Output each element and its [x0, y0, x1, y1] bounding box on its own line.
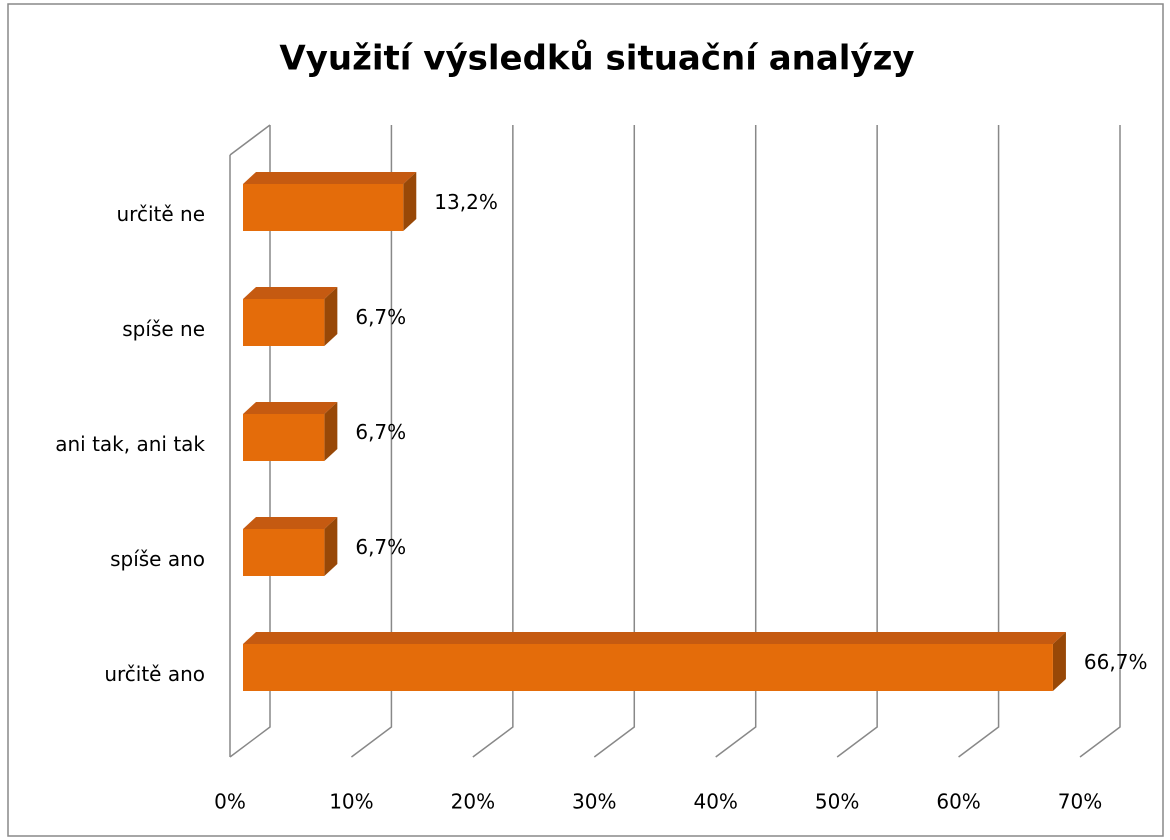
- value-label: 6,7%: [355, 420, 406, 444]
- chart-frame: [7, 3, 1164, 837]
- bar-top: [243, 402, 338, 414]
- value-label: 6,7%: [355, 535, 406, 559]
- x-tick-label: 0%: [214, 790, 246, 814]
- bar-side: [324, 517, 338, 576]
- value-label: 13,2%: [434, 190, 498, 214]
- x-tick-label: 30%: [572, 790, 616, 814]
- y-tick-label: určitě ne: [117, 202, 206, 226]
- bar-top: [243, 517, 338, 529]
- wall-edge: [229, 124, 271, 156]
- y-tick-label: spíše ne: [122, 317, 205, 341]
- value-label: 6,7%: [355, 305, 406, 329]
- grid-line: [1079, 125, 1121, 758]
- x-tick-label: 60%: [936, 790, 980, 814]
- x-tick-label: 20%: [451, 790, 495, 814]
- bar: [243, 529, 325, 576]
- bar-top: [243, 287, 338, 299]
- y-tick-label: určitě ano: [104, 662, 205, 686]
- x-tick-label: 50%: [815, 790, 859, 814]
- bar-top: [243, 632, 1066, 644]
- bar-side: [324, 402, 338, 461]
- bar-top: [243, 172, 417, 184]
- x-tick-label: 10%: [329, 790, 373, 814]
- x-tick-label: 70%: [1058, 790, 1102, 814]
- bar: [243, 414, 325, 461]
- bar-side: [403, 172, 417, 231]
- bar: [243, 644, 1053, 691]
- y-tick-label: ani tak, ani tak: [55, 432, 205, 456]
- x-tick-label: 40%: [693, 790, 737, 814]
- grid-line: [958, 125, 1000, 758]
- grid-line: [836, 125, 878, 758]
- value-label: 66,7%: [1084, 650, 1148, 674]
- grid-line: [593, 125, 636, 758]
- bar: [243, 184, 404, 231]
- y-tick-label: spíše ano: [110, 547, 205, 571]
- grid-line: [350, 125, 393, 758]
- bar-side: [1052, 632, 1066, 691]
- grid-line: [472, 125, 514, 758]
- bar: [243, 299, 325, 346]
- chart-title: Využití výsledků situační analýzy: [279, 39, 914, 79]
- grid-line: [715, 125, 757, 758]
- bar-side: [324, 287, 338, 346]
